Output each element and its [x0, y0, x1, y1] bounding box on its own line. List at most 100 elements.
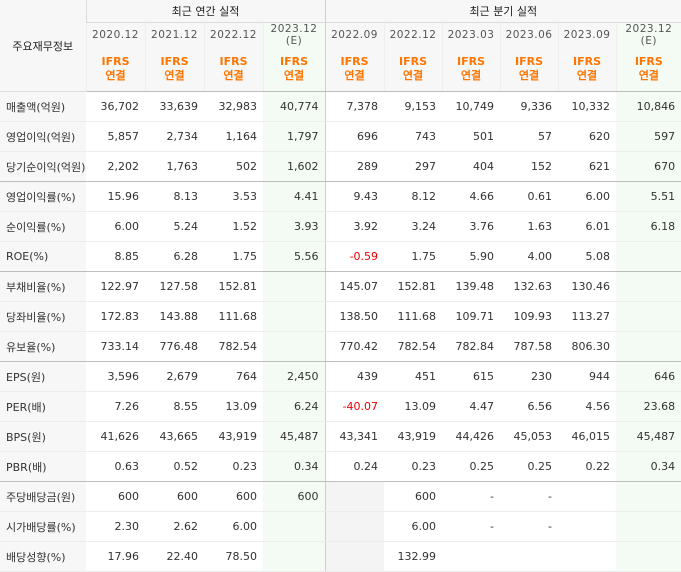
table-cell: 143.88 — [145, 301, 204, 332]
table-row: 영업이익률(%) 15.96 8.13 3.53 4.41 9.43 8.12 4.66 0.6… — [0, 181, 681, 212]
table-cell: 6.24 — [263, 391, 326, 422]
table-cell: 0.23 — [204, 451, 263, 482]
table-row: PER(배) 7.26 8.55 13.09 6.24 -40.07 13.09 4.47 6.… — [0, 391, 681, 422]
table-cell: 0.22 — [558, 451, 617, 482]
table-cell: 0.63 — [86, 451, 145, 482]
table-cell: 6.56 — [500, 391, 559, 422]
row-label: PER(배) — [0, 391, 86, 422]
table-cell — [500, 541, 559, 572]
table-cell — [558, 541, 617, 572]
table-cell: 43,919 — [384, 421, 443, 452]
table-cell — [558, 481, 617, 512]
table-cell — [616, 481, 681, 512]
table-cell: 8.85 — [86, 241, 145, 272]
table-cell: 127.58 — [145, 271, 204, 302]
table-cell: 2.62 — [145, 511, 204, 542]
table-cell — [324, 481, 385, 512]
table-cell: 600 — [86, 481, 145, 512]
table-cell: 1.52 — [204, 211, 263, 242]
table-cell: 109.93 — [500, 301, 559, 332]
table-cell: 152.81 — [204, 271, 263, 302]
table-cell: 6.00 — [86, 211, 145, 242]
table-cell: 8.55 — [145, 391, 204, 422]
period-header: 2022.09 — [324, 22, 385, 47]
table-cell: - — [500, 511, 559, 542]
row-label: 시가배당률(%) — [0, 511, 86, 542]
table-row: BPS(원) 41,626 43,665 43,919 45,487 43,341 43,9… — [0, 421, 681, 452]
accounting-basis: IFRS 연결 — [615, 47, 681, 92]
table-cell: 172.83 — [86, 301, 145, 332]
table-row: ROE(%) 8.85 6.28 1.75 5.56 -0.59 1.75 5.90 4.00 5… — [0, 241, 681, 272]
table-cell: 9,153 — [384, 91, 443, 122]
table-cell — [616, 331, 681, 362]
corner-label: 주요재무정보 — [0, 0, 86, 92]
row-label: 당기순이익(억원) — [0, 151, 86, 182]
table-row: 당좌비율(%) 172.83 143.88 111.68 138.50 111.68 109… — [0, 301, 681, 332]
table-cell: 5.51 — [616, 181, 681, 212]
row-label: 주당배당금(원) — [0, 481, 86, 512]
table-cell: 502 — [204, 151, 263, 182]
table-cell: - — [442, 511, 501, 542]
table-row: 매출액(억원) 36,702 33,639 32,983 40,774 7,378 9,15… — [0, 91, 681, 122]
table-cell: 439 — [324, 361, 385, 392]
table-cell: 23.68 — [616, 391, 681, 422]
table-cell: 501 — [442, 121, 501, 152]
table-cell: 4.66 — [442, 181, 501, 212]
table-cell: 5.56 — [263, 241, 326, 272]
table-cell: 132.63 — [500, 271, 559, 302]
header-basis-row: IFRS 연결 IFRS 연결 IFRS 연결 IFRS 연결 IFRS 연결 IFRS 연… — [0, 47, 681, 92]
table-cell: 2,734 — [145, 121, 204, 152]
table-cell: 15.96 — [86, 181, 145, 212]
table-cell: 6.01 — [558, 211, 617, 242]
table-cell: 10,749 — [442, 91, 501, 122]
table-cell: 597 — [616, 121, 681, 152]
table-row: 유보율(%) 733.14 776.48 782.54 770.42 782.54 782.… — [0, 331, 681, 362]
table-cell: 10,332 — [558, 91, 617, 122]
table-cell: 111.68 — [384, 301, 443, 332]
table-cell: 2,679 — [145, 361, 204, 392]
table-cell: 670 — [616, 151, 681, 182]
table-cell: 111.68 — [204, 301, 263, 332]
table-cell: 621 — [558, 151, 617, 182]
period-header: 2021.12 — [144, 22, 204, 47]
table-cell: 3.76 — [442, 211, 501, 242]
table-cell: 787.58 — [500, 331, 559, 362]
table-cell: 4.00 — [500, 241, 559, 272]
table-cell — [442, 541, 501, 572]
table-cell: 1,763 — [145, 151, 204, 182]
table-cell: 130.46 — [558, 271, 617, 302]
table-cell: 13.09 — [204, 391, 263, 422]
table-cell — [263, 301, 326, 332]
table-cell: 45,487 — [263, 421, 326, 452]
table-cell — [263, 511, 326, 542]
table-cell: 2.30 — [86, 511, 145, 542]
table-cell: 0.34 — [616, 451, 681, 482]
table-cell: 5.24 — [145, 211, 204, 242]
accounting-basis: IFRS 연결 — [144, 47, 204, 92]
table-cell: 8.13 — [145, 181, 204, 212]
row-label: 배당성향(%) — [0, 541, 86, 572]
table-cell: 0.61 — [500, 181, 559, 212]
table-cell: 0.52 — [145, 451, 204, 482]
row-label: PBR(배) — [0, 451, 86, 482]
table-cell: 297 — [384, 151, 443, 182]
table-cell: 113.27 — [558, 301, 617, 332]
table-cell: 109.71 — [442, 301, 501, 332]
table-cell: 5.08 — [558, 241, 617, 272]
accounting-basis: IFRS 연결 — [441, 47, 501, 92]
table-cell: 8.12 — [384, 181, 443, 212]
row-label: 영업이익률(%) — [0, 181, 86, 212]
table-cell: 43,665 — [145, 421, 204, 452]
table-cell: 776.48 — [145, 331, 204, 362]
table-cell: 1.75 — [384, 241, 443, 272]
period-header-estimate: 2023.12 (E) — [262, 22, 326, 47]
table-row: 배당성향(%) 17.96 22.40 78.50 132.99 — [0, 541, 681, 572]
table-cell: 1,602 — [263, 151, 326, 182]
table-cell: 600 — [384, 481, 443, 512]
table-cell: - — [500, 481, 559, 512]
table-cell — [616, 241, 681, 272]
table-cell: 3.24 — [384, 211, 443, 242]
table-cell: 152.81 — [384, 271, 443, 302]
estimate-marker: (E) — [640, 35, 657, 47]
table-cell: 451 — [384, 361, 443, 392]
